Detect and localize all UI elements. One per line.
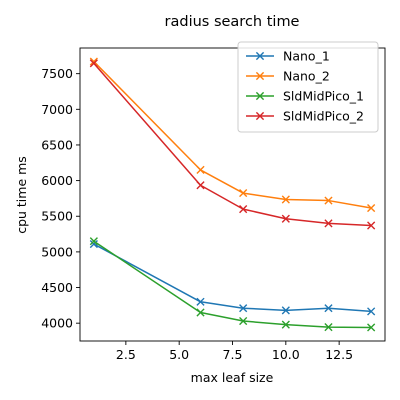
legend-marker [255,71,265,81]
data-point-nano-2 [89,57,98,66]
data-point-nano-1 [324,304,333,313]
series-line-sldmidpico-2 [93,62,372,227]
legend-marker [255,91,265,101]
x-tick-label: 12.5 [325,347,353,362]
data-point-sldmidpico-2 [239,205,248,214]
data-point-sldmidpico-1 [239,316,248,326]
data-point-nano-1 [367,307,376,316]
data-point-sldmidpico-2 [89,59,98,68]
data-point-sldmidpico-2 [324,219,333,228]
legend-box [237,41,379,133]
data-point-sldmidpico-1 [367,323,376,332]
chart-title: radius search time [165,14,300,30]
data-point-nano-2 [196,165,205,174]
y-tick-label: 7000 [41,102,73,117]
y-tick-label: 5000 [41,244,73,259]
legend-marker [255,111,265,121]
data-point-nano-2 [324,196,333,205]
y-tick-label: 4000 [41,316,73,331]
series-line-nano-2 [93,61,372,209]
x-tick-label: 10.0 [272,347,300,362]
y-tick-label: 6000 [41,173,73,188]
data-point-nano-1 [89,239,98,249]
plot-area [89,57,376,332]
x-tick-label: 7.5 [223,347,243,362]
legend-item-sldmidpico-1: SldMidPico_1 [246,89,364,104]
series-sldmidpico-1 [89,237,376,332]
y-axis-label: cpu time ms [14,156,29,234]
data-point-sldmidpico-1 [324,323,333,332]
data-point-nano-2 [367,203,376,213]
data-point-sldmidpico-1 [281,320,290,329]
y-tick-label: 7500 [41,66,73,81]
series-nano-2 [89,57,376,213]
x-tick-label: 2.5 [116,347,136,362]
data-point-sldmidpico-2 [367,221,376,230]
legend-label: SldMidPico_2 [283,109,364,124]
series-line-sldmidpico-1 [93,240,372,329]
legend-label: SldMidPico_1 [283,89,364,104]
legend-item-sldmidpico-2: SldMidPico_2 [246,109,364,124]
series-nano-1 [89,239,376,316]
legend-marker [255,51,265,61]
y-tick-label: 6500 [41,137,73,152]
data-point-sldmidpico-1 [89,237,98,246]
data-point-nano-2 [281,195,290,204]
legend-label: Nano_2 [283,69,330,84]
data-point-nano-1 [281,306,290,315]
data-point-nano-1 [239,304,248,313]
data-point-sldmidpico-2 [281,214,290,223]
legend-label: Nano_1 [283,49,330,64]
data-point-sldmidpico-1 [196,308,205,317]
x-tick-label: 5.0 [169,347,189,362]
series-line-nano-1 [93,243,372,313]
data-point-nano-2 [239,188,248,198]
y-tick-label: 4500 [41,280,73,295]
legend: Nano_1 Nano_2 SldMidPico_1 SldMidPico_2 [237,41,379,133]
data-point-sldmidpico-2 [196,181,205,190]
series-sldmidpico-2 [89,59,376,230]
y-tick-label: 5500 [41,209,73,224]
legend-item-nano-2: Nano_2 [246,69,330,84]
x-axis-label: max leaf size [191,370,274,385]
legend-item-nano-1: Nano_1 [246,49,330,64]
data-point-nano-1 [196,297,205,306]
